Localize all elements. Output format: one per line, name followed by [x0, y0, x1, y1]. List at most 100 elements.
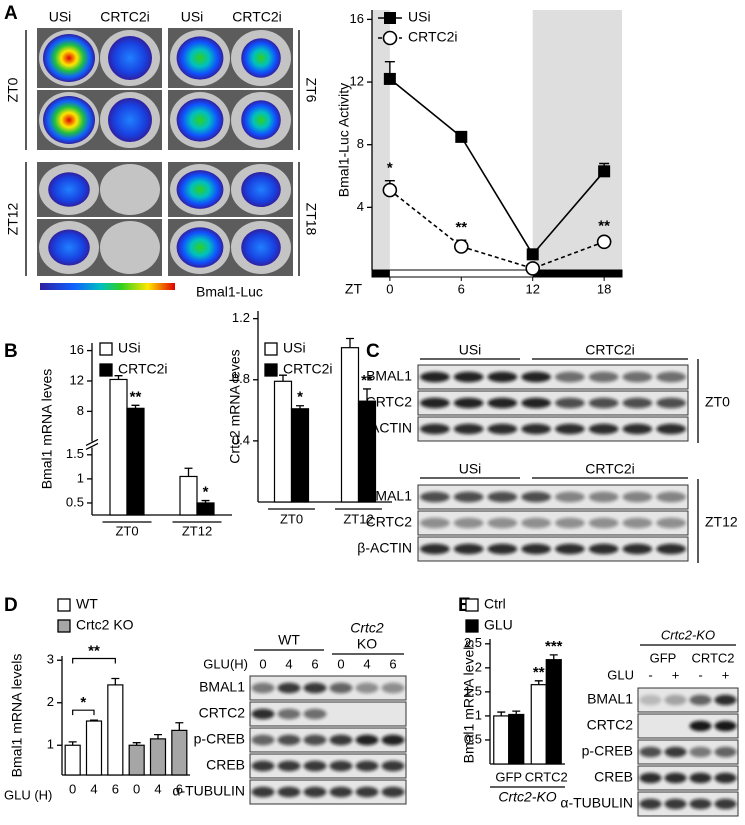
- blot-band: [555, 371, 585, 383]
- lane-title: GLU(H): [203, 656, 248, 671]
- significance: *: [530, 246, 536, 263]
- y-tick-label: 0.5: [66, 494, 84, 509]
- blot-band: [588, 371, 619, 383]
- blot-group: GFP: [650, 650, 677, 665]
- legend-swatch: [57, 598, 71, 612]
- significance: *: [203, 484, 209, 501]
- panel-letter: B: [4, 341, 18, 362]
- blot-band: [420, 397, 450, 409]
- axis-break: [85, 442, 99, 451]
- error-bar: [131, 404, 140, 409]
- luminescence: [48, 172, 90, 207]
- blot-band: [487, 371, 518, 383]
- y-axis-label: Bmal1 mRNA leves: [39, 369, 55, 490]
- axis-break: [85, 438, 99, 447]
- significance: *: [387, 160, 393, 177]
- blot-band: [303, 734, 327, 746]
- y-tick-label: 3: [47, 652, 54, 667]
- significance: **: [455, 219, 467, 236]
- blot-band: [303, 708, 327, 720]
- bar: [273, 380, 293, 503]
- y-tick-label: 12: [350, 73, 364, 88]
- data-point: [525, 261, 541, 276]
- blot-band: [714, 798, 737, 810]
- blot-row-label: BMAL1: [366, 368, 412, 384]
- x-tick-label: 0: [69, 781, 76, 796]
- blot-group: CRTC2i: [585, 461, 635, 477]
- bar: [126, 407, 145, 516]
- blot-band: [656, 517, 686, 529]
- y-tick-label: 16: [70, 342, 84, 357]
- luminescence: [176, 227, 224, 268]
- blot-band: [555, 491, 585, 503]
- y-tick-label: 12: [70, 372, 84, 387]
- blot-band: [521, 423, 551, 435]
- blot-group: USi: [459, 342, 482, 358]
- blot-band: [303, 760, 327, 772]
- y-tick-label: 16: [350, 11, 364, 26]
- blot-band: [453, 371, 484, 383]
- blot-band: [277, 708, 301, 720]
- significance: ***: [545, 638, 563, 655]
- x-tick-label: 18: [597, 281, 611, 296]
- legend-label: USi: [283, 340, 306, 356]
- blot-band: [420, 491, 450, 503]
- x-tick-label: 12: [525, 281, 539, 296]
- blot-band: [664, 694, 687, 706]
- blot-band: [521, 491, 551, 503]
- blot-band: [277, 682, 301, 694]
- luminescence: [108, 36, 152, 80]
- dark-phase: [372, 10, 390, 270]
- blot-band: [588, 397, 619, 409]
- panel-letter: C: [366, 341, 380, 362]
- blot-band: [656, 543, 686, 555]
- error-bar: [201, 499, 210, 503]
- x-axis-label: ZT: [345, 281, 363, 297]
- y-tick-label: 0.8: [232, 371, 250, 386]
- blot-band: [521, 397, 551, 409]
- y-tick-label: 2.5: [464, 635, 482, 650]
- luminescence: [241, 38, 281, 78]
- blot-row-label: p-CREB: [194, 731, 245, 747]
- blot-band: [487, 423, 518, 435]
- blot-band: [588, 517, 619, 529]
- blot-row-label: α-TUBULIN: [172, 783, 245, 799]
- blot-band: [689, 720, 712, 732]
- error-bar: [534, 680, 543, 685]
- dark-phase: [532, 10, 622, 270]
- blot-group: WT: [278, 632, 300, 648]
- legend-label: WT: [76, 596, 98, 612]
- luminescence: [108, 98, 152, 142]
- x-tick-label: ZT12: [343, 511, 373, 526]
- blot-band: [714, 694, 737, 706]
- blot-group: KO: [357, 636, 377, 652]
- blot-group: CRTC2i: [585, 342, 635, 358]
- y-tick-label: 0.5: [464, 731, 482, 746]
- y-axis-label: Bmal1 mRNA levels: [9, 654, 25, 778]
- panel-letter: A: [4, 3, 18, 24]
- bar: [530, 684, 547, 765]
- blot-band: [689, 772, 712, 784]
- error-bar: [549, 654, 558, 660]
- blot-band: [251, 708, 275, 720]
- blot-band: [555, 517, 585, 529]
- series-line: [389, 189, 605, 270]
- blot-band: [689, 746, 712, 758]
- luminescence: [48, 229, 90, 266]
- blot-band: [622, 517, 653, 529]
- blot-row-label: β-ACTIN: [357, 540, 412, 556]
- blot-band: [689, 694, 712, 706]
- blot-band: [714, 772, 737, 784]
- blot-band: [588, 423, 619, 435]
- legend-swatch: [264, 342, 278, 356]
- luminescence: [43, 96, 95, 144]
- lane-label: -: [698, 667, 702, 682]
- luminescence: [176, 98, 224, 142]
- luminescence: [241, 171, 281, 208]
- blot-row-label: CREB: [594, 769, 633, 785]
- blot-group: CRTC2: [691, 650, 734, 665]
- blot-band: [521, 543, 551, 555]
- blot-band: [714, 746, 737, 758]
- bar: [493, 715, 510, 765]
